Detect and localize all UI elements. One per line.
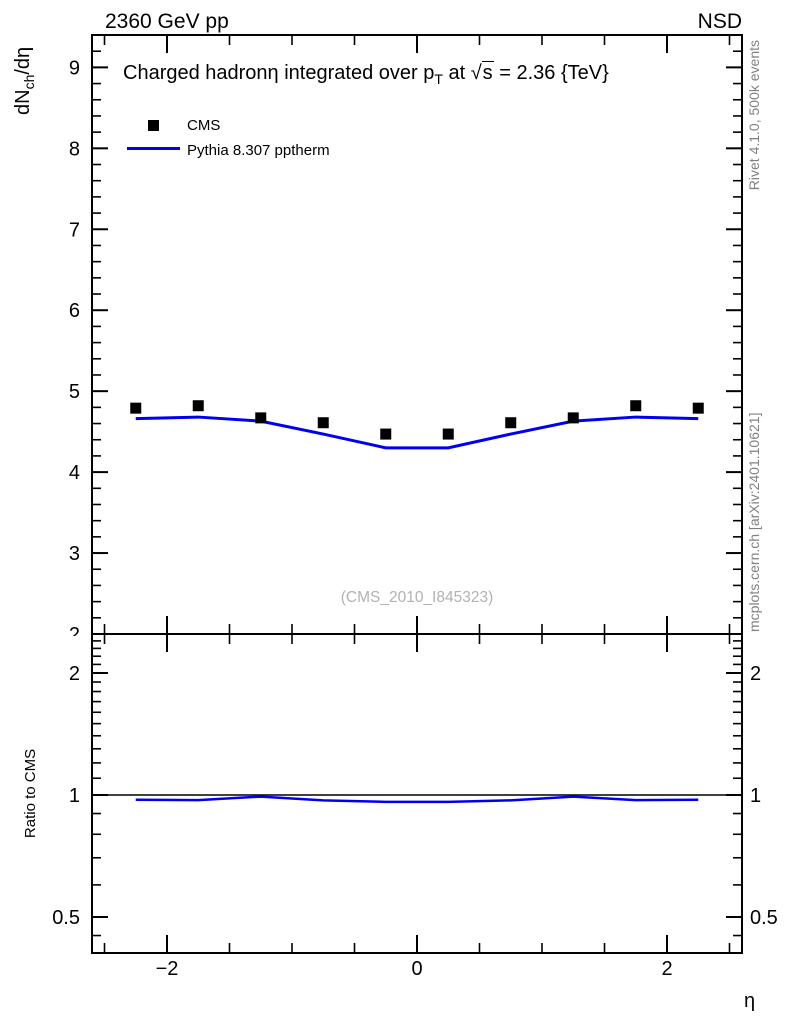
plot-title-subscript: T [434,71,443,87]
svg-text:0.5: 0.5 [750,907,778,929]
legend-cms-square-marker [148,120,159,131]
svg-text:2: 2 [750,663,761,685]
legend-mc-line-marker [127,147,180,150]
svg-text:−2: −2 [156,958,179,980]
svg-text:1: 1 [69,785,80,807]
mcplots-reference-note: mcplots.cern.ch [arXiv:2401.10621] [746,412,762,632]
legend-entry-pythia: Pythia 8.307 pptherm [187,142,330,159]
svg-text:0.5: 0.5 [52,907,80,929]
sqrt-argument: s [481,61,494,84]
cms-data-point [692,402,704,414]
ratio-panel-border [91,633,743,954]
plot-title: Charged hadronη integrated over pT at √s… [123,61,609,87]
cms-data-point [442,428,454,440]
pythia-line [135,415,699,450]
axis-tick-labels: 2 3 4 5 6 7 8 9 0.5 0.5 1 1 2 2 −2 0 2 [52,57,778,980]
cms-data-point [130,402,142,414]
data-series [92,400,742,804]
legend-entry-cms: CMS [187,117,221,134]
axis-ticks [91,34,743,954]
event-class-label: NSD [697,10,742,33]
cms-data-point [630,400,642,412]
svg-text:1: 1 [750,785,761,807]
svg-text:2: 2 [69,624,80,646]
cms-data-point [317,417,329,429]
sqrt-symbol: √ [470,62,482,84]
analysis-id-watermark: (CMS_2010_I845323) [340,589,494,606]
plot-title-text: Charged hadronη integrated over p [123,62,435,84]
svg-text:0: 0 [411,958,422,980]
svg-text:6: 6 [69,300,80,322]
svg-text:9: 9 [69,57,80,79]
svg-text:5: 5 [69,381,80,403]
pythia-ratio-line [135,795,699,804]
cms-data-point [505,417,517,429]
svg-text:2: 2 [69,663,80,685]
svg-text:2: 2 [661,958,672,980]
cms-data-point [192,400,204,412]
x-axis-label: η [744,990,756,1012]
svg-text:8: 8 [69,138,80,160]
ratio-y-axis-label: Ratio to CMS [22,748,39,839]
cms-data-point [567,412,579,424]
svg-text:3: 3 [69,543,80,565]
cms-data-point [255,412,267,424]
main-y-axis-label: dNch/dη [12,46,37,115]
rivet-version-note: Rivet 4.1.0, 500k events [746,40,762,191]
svg-text:4: 4 [69,462,80,484]
main-y-tick-labels: 2 3 4 5 6 7 8 9 [69,57,80,646]
svg-text:7: 7 [69,219,80,241]
cms-data-point [380,428,392,440]
beam-energy-label: 2360 GeV pp [105,10,229,33]
